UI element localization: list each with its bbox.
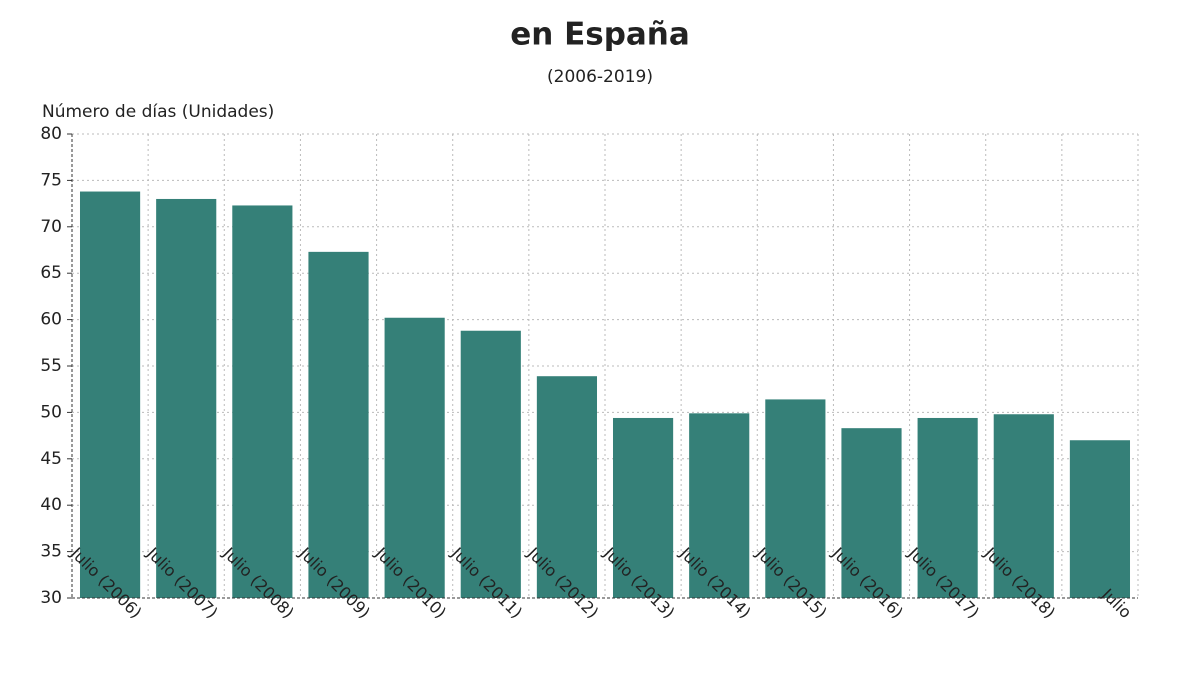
y-tick-label: 55 [40,356,62,376]
y-tick-label: 60 [40,310,62,330]
y-tick-label: 50 [40,402,62,422]
bar [308,251,369,598]
y-tick-label: 65 [40,263,62,283]
bar [841,428,902,598]
bar [156,198,217,598]
chart-subtitle: (2006-2019) [547,67,653,87]
y-axis-label: Número de días (Unidades) [42,102,274,122]
bar [765,399,826,598]
bar [384,317,445,598]
y-tick-label: 75 [40,170,62,190]
bar [79,191,141,598]
bar [689,413,750,598]
bar [460,330,521,598]
y-tick-label: 70 [40,217,62,237]
y-tick-label: 80 [40,124,62,144]
y-tick-label: 45 [40,449,62,469]
y-tick-label: 40 [40,495,62,515]
bar [536,376,598,598]
bar [612,417,674,598]
y-tick-label: 30 [40,588,62,608]
y-tick-label: 35 [40,542,62,562]
bar [232,205,293,598]
bar [1069,440,1131,598]
bar [993,414,1054,598]
bar [917,417,978,598]
chart-title: en España [510,17,690,53]
